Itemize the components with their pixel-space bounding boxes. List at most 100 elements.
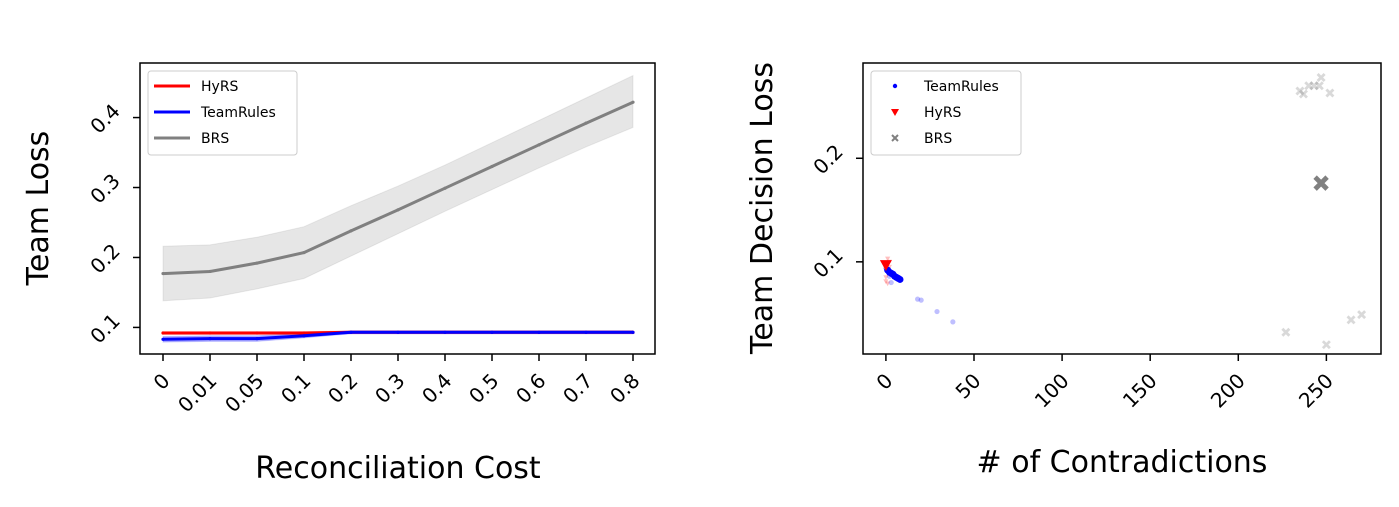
legend-swatch-brs bbox=[891, 134, 899, 142]
x-tick-label: 0.4 bbox=[417, 369, 456, 408]
point-brs bbox=[1298, 89, 1308, 99]
x-tick-label: 0 bbox=[149, 369, 175, 395]
y-tick-label: 0.1 bbox=[85, 309, 124, 348]
x-tick-label: 0.7 bbox=[558, 369, 597, 408]
data-point-hyrs bbox=[302, 331, 306, 335]
data-point-teamrules bbox=[302, 334, 306, 338]
data-point-brs bbox=[537, 143, 541, 147]
point-brs bbox=[1314, 81, 1324, 91]
team-decision-loss-chart: 0 50 100 150 200 250 0.1 0.2 # of Contradictio… bbox=[745, 62, 1382, 480]
data-point-brs bbox=[490, 164, 494, 169]
point-teamrules bbox=[934, 308, 940, 315]
point-hyrs bbox=[883, 275, 889, 280]
data-point-brs bbox=[161, 271, 165, 276]
x-tick-label: 0.5 bbox=[464, 369, 503, 408]
data-point-brs bbox=[584, 121, 588, 125]
data-point-hyrs bbox=[161, 331, 165, 335]
data-point-hyrs bbox=[255, 331, 259, 335]
series-lines bbox=[161, 100, 635, 341]
x-tick-label: 200 bbox=[1206, 369, 1250, 413]
mean-point-brs bbox=[1313, 175, 1329, 191]
band-brs bbox=[162, 74, 634, 302]
data-point-hyrs bbox=[208, 331, 212, 335]
data-point-brs bbox=[396, 208, 400, 212]
legend-box bbox=[870, 70, 1022, 156]
x-axis-label: Reconciliation Cost bbox=[255, 451, 541, 486]
mean-point-teamrules bbox=[896, 275, 904, 283]
data-point-brs bbox=[631, 100, 635, 104]
mean-point-hyrs bbox=[879, 260, 892, 271]
data-point-brs bbox=[443, 186, 447, 190]
point-brs bbox=[1325, 88, 1335, 98]
data-point-teamrules bbox=[584, 330, 588, 334]
x-tick-label: 0.1 bbox=[276, 369, 315, 408]
x-tick-label: 50 bbox=[951, 369, 986, 404]
y-tick-label: 0.1 bbox=[808, 243, 847, 282]
data-point-brs bbox=[302, 250, 306, 255]
data-point-teamrules bbox=[161, 337, 165, 341]
x-ticks: 00.010.05 0.1 0.2 0.3 0.4 0.5 0.6 0.7 0.8 bbox=[149, 354, 645, 417]
team-loss-chart: 00.010.05 0.1 0.2 0.3 0.4 0.5 0.6 0.7 0.8 0.10.2… bbox=[21, 62, 656, 486]
y-tick-label: 0.3 bbox=[85, 169, 124, 208]
point-brs bbox=[1309, 81, 1319, 91]
y-ticks: 0.1 0.2 0.3 0.4 bbox=[85, 99, 140, 348]
point-teamrules bbox=[888, 279, 894, 286]
y-ticks: 0.1 0.2 bbox=[808, 140, 863, 283]
y-tick-label: 0.4 bbox=[85, 99, 124, 138]
point-hyrs bbox=[885, 281, 891, 287]
x-tick-label: 150 bbox=[1118, 369, 1162, 413]
legend-label-hyrs: HyRS bbox=[201, 79, 239, 95]
data-point-teamrules bbox=[208, 337, 212, 341]
point-teamrules bbox=[915, 296, 921, 302]
x-tick-label: 0.01 bbox=[173, 369, 221, 417]
data-point-teamrules bbox=[631, 330, 635, 334]
point-brs bbox=[1346, 315, 1356, 325]
y-tick-label: 0.2 bbox=[85, 239, 124, 278]
data-point-teamrules bbox=[396, 330, 400, 334]
point-hyrs bbox=[883, 279, 889, 285]
legend-label-brs: BRS bbox=[201, 131, 229, 147]
y-tick-label: 0.2 bbox=[808, 140, 847, 179]
point-hyrs bbox=[885, 256, 891, 262]
point-teamrules bbox=[950, 319, 956, 325]
x-tick-label: 0.3 bbox=[370, 369, 409, 408]
data-point-brs bbox=[349, 229, 353, 233]
legend-label-brs: BRS bbox=[924, 131, 952, 147]
x-tick-label: 0.05 bbox=[220, 369, 268, 417]
legend-box bbox=[147, 70, 298, 156]
legend-label-teamrules: TeamRules bbox=[923, 79, 999, 95]
x-axis-label: # of Contradictions bbox=[977, 445, 1268, 480]
scatter-points bbox=[879, 73, 1367, 350]
point-brs bbox=[1281, 327, 1291, 337]
point-brs bbox=[1316, 73, 1326, 82]
x-ticks: 0 50 100 150 200 250 bbox=[871, 354, 1338, 413]
x-tick-label: 0.6 bbox=[511, 369, 550, 408]
data-point-teamrules bbox=[349, 330, 353, 334]
data-point-brs bbox=[208, 269, 212, 274]
legend-swatch-teamrules bbox=[892, 83, 898, 89]
legend: HyRS TeamRules BRS bbox=[147, 70, 298, 156]
x-tick-label: 0 bbox=[871, 369, 897, 395]
legend-label-hyrs: HyRS bbox=[924, 105, 962, 121]
data-point-teamrules bbox=[490, 330, 494, 334]
point-brs bbox=[1357, 310, 1367, 320]
data-point-brs bbox=[255, 261, 259, 265]
point-teamrules bbox=[918, 297, 924, 303]
data-point-teamrules bbox=[443, 330, 447, 334]
point-brs bbox=[1304, 81, 1314, 91]
legend-swatch-hyrs bbox=[891, 109, 899, 116]
x-tick-label: 100 bbox=[1030, 369, 1074, 413]
y-axis-label: Team Decision Loss bbox=[745, 62, 780, 355]
x-tick-label: 0.8 bbox=[605, 369, 644, 408]
x-tick-label: 0.2 bbox=[323, 369, 362, 408]
point-brs bbox=[1295, 86, 1305, 96]
legend: TeamRules HyRS BRS bbox=[870, 70, 1022, 156]
data-point-teamrules bbox=[537, 330, 541, 334]
plot-frame bbox=[862, 62, 1382, 355]
legend-label-teamrules: TeamRules bbox=[200, 105, 276, 121]
point-brs bbox=[1321, 340, 1331, 350]
y-axis-label: Team Loss bbox=[21, 131, 56, 287]
data-point-teamrules bbox=[255, 337, 259, 341]
x-tick-label: 250 bbox=[1294, 369, 1338, 413]
